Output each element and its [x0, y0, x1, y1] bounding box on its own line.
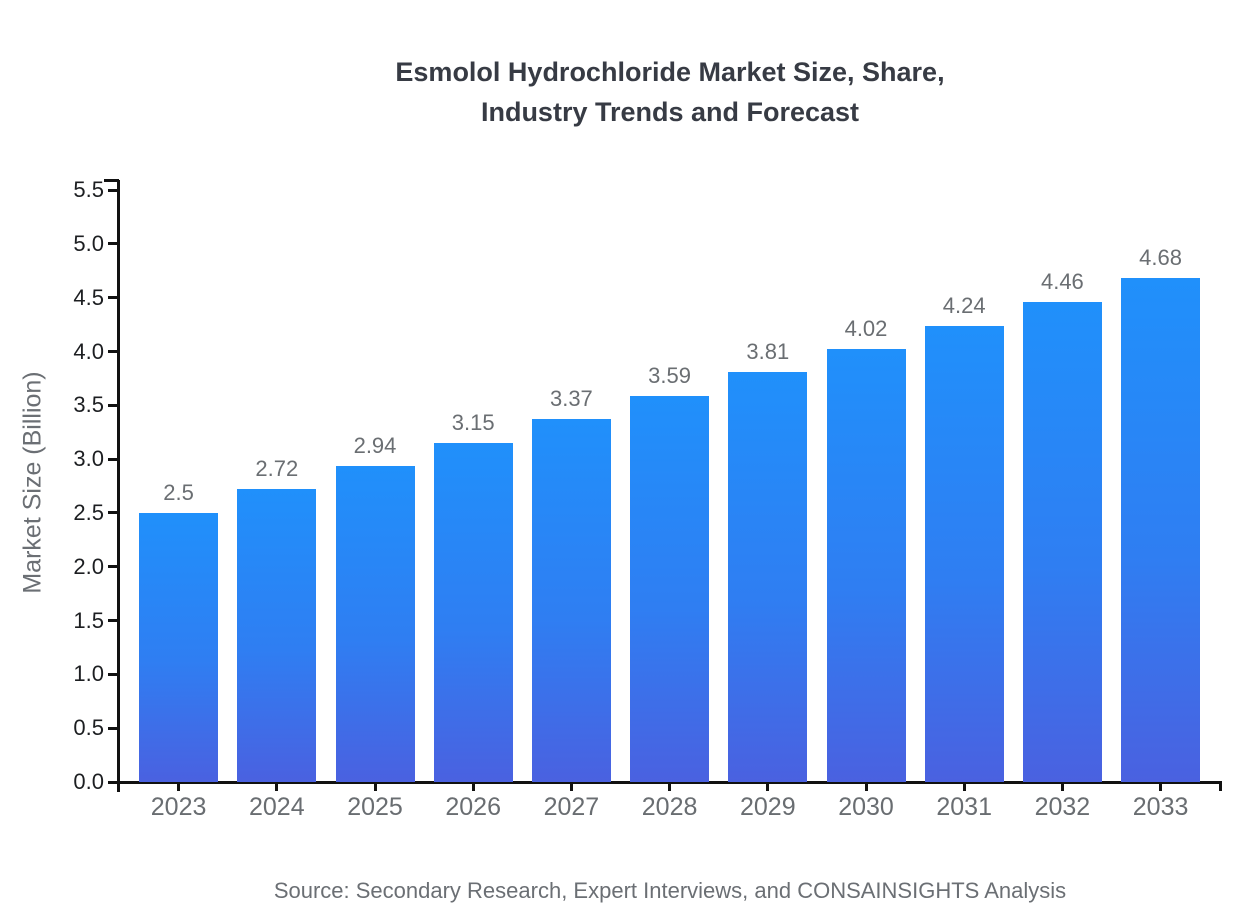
- bar: [1121, 278, 1201, 782]
- chart-title: Esmolol Hydrochloride Market Size, Share…: [80, 52, 1260, 132]
- x-tick-label: 2031: [936, 793, 992, 821]
- y-tick-label: 3.0: [73, 446, 104, 472]
- bar-value-label: 3.15: [451, 409, 495, 435]
- bar: [1022, 301, 1102, 782]
- y-tick-mark: [108, 619, 118, 622]
- bar-value-label: 3.37: [549, 386, 593, 412]
- y-tick-mark: [108, 565, 118, 569]
- y-tick-mark: [108, 242, 118, 246]
- x-axis-end-cap: [1218, 782, 1222, 791]
- x-tick-mark: [668, 782, 672, 791]
- x-tick-label: 2032: [1034, 793, 1091, 821]
- y-tick-mark: [108, 780, 118, 784]
- bar: [139, 512, 219, 782]
- bar: [826, 349, 906, 782]
- x-tick-mark: [177, 782, 181, 791]
- x-tick-mark: [471, 782, 475, 791]
- y-tick-label: 5.0: [73, 230, 104, 256]
- bar: [237, 489, 317, 782]
- bar-value-label: 2.5: [163, 479, 194, 505]
- y-tick-mark: [108, 350, 118, 353]
- bar-value-label: 4.68: [1139, 245, 1182, 271]
- bar: [335, 465, 415, 782]
- y-tick-label: 4.5: [73, 284, 104, 310]
- y-tick-mark: [108, 672, 118, 676]
- bar-value-label: 3.59: [648, 362, 691, 388]
- y-tick-label: 2.5: [73, 499, 104, 525]
- y-tick-mark: [108, 726, 118, 730]
- chart-title-line-1: Esmolol Hydrochloride Market Size, Share…: [395, 57, 945, 87]
- x-tick-mark: [1060, 782, 1064, 791]
- y-tick-label: 3.5: [73, 392, 104, 418]
- x-tick-mark: [864, 782, 868, 791]
- y-tick-label: 1.0: [73, 661, 104, 687]
- x-tick-label: 2027: [543, 793, 600, 821]
- x-tick-label: 2033: [1132, 793, 1189, 821]
- y-axis-line: [116, 180, 120, 792]
- y-tick-mark: [108, 403, 118, 407]
- bar-value-label: 4.46: [1040, 268, 1084, 294]
- x-tick-mark: [766, 782, 770, 791]
- x-tick-label: 2023: [150, 793, 207, 821]
- bar: [728, 371, 808, 782]
- bar: [531, 419, 611, 782]
- chart-title-line-2: Industry Trends and Forecast: [480, 97, 860, 127]
- y-tick-label: 0.5: [73, 715, 104, 741]
- y-tick-mark: [108, 457, 118, 461]
- x-tick-mark: [1159, 782, 1163, 791]
- x-tick-mark: [275, 782, 279, 791]
- bar: [630, 395, 710, 782]
- y-tick-mark: [108, 296, 118, 300]
- y-axis-top-cap: [104, 179, 119, 182]
- bar-value-label: 3.81: [746, 338, 790, 364]
- x-tick-mark: [569, 782, 573, 791]
- y-tick-label: 2.0: [73, 553, 104, 579]
- y-tick-label: 5.5: [73, 177, 104, 202]
- bar-value-label: 4.02: [844, 316, 888, 342]
- bar: [924, 325, 1004, 782]
- y-tick-mark: [108, 188, 118, 192]
- x-tick-label: 2030: [838, 793, 894, 821]
- bar: [433, 442, 513, 782]
- x-tick-mark: [373, 782, 377, 791]
- x-tick-label: 2026: [445, 793, 501, 821]
- x-tick-mark: [962, 782, 966, 791]
- x-tick-label: 2025: [347, 793, 403, 821]
- x-tick-label: 2024: [248, 793, 305, 821]
- x-tick-label: 2028: [641, 793, 698, 821]
- y-tick-label: 1.5: [73, 607, 104, 633]
- y-tick-label: 4.0: [73, 338, 104, 364]
- bar-value-label: 2.72: [255, 456, 299, 482]
- bar-value-label: 4.24: [942, 292, 986, 318]
- bar-value-label: 2.94: [353, 432, 397, 458]
- y-axis-title: Market Size (Billion): [18, 371, 47, 594]
- y-tick-mark: [108, 511, 118, 515]
- x-tick-label: 2029: [739, 793, 796, 821]
- y-tick-label: 0.0: [73, 769, 104, 794]
- source-attribution: Source: Secondary Research, Expert Inter…: [273, 878, 1067, 903]
